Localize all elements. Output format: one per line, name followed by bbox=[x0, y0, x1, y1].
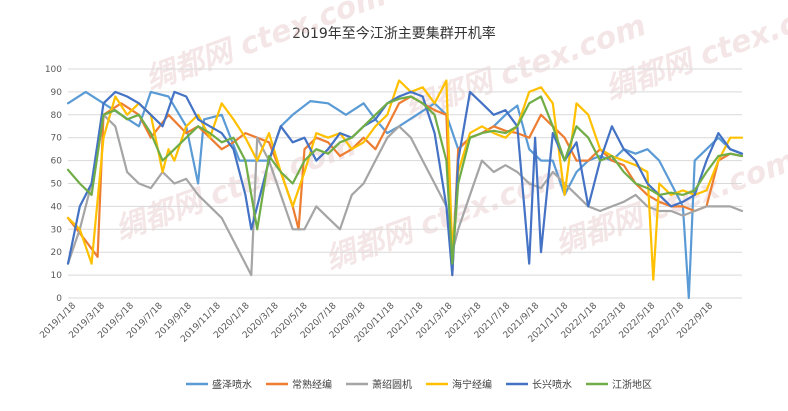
series-line bbox=[66, 90, 744, 277]
y-tick-label: 20 bbox=[51, 248, 63, 258]
legend: 盛泽喷水 常熟经编 萧绍圆机 海宁经编 长兴喷水 江浙地区 bbox=[186, 378, 652, 391]
y-tick-label: 80 bbox=[51, 111, 63, 121]
y-tick-label: 100 bbox=[45, 65, 62, 75]
y-tick-label: 50 bbox=[51, 180, 63, 190]
legend-label: 萧绍圆机 bbox=[372, 378, 412, 391]
y-tick-label: 30 bbox=[51, 225, 63, 235]
y-tick-label: 0 bbox=[56, 294, 62, 304]
y-tick-label: 70 bbox=[51, 134, 63, 144]
series-lines bbox=[66, 79, 744, 300]
y-tick-label: 40 bbox=[51, 202, 63, 212]
y-tick-label: 10 bbox=[51, 271, 63, 281]
y-tick-label: 60 bbox=[51, 157, 63, 167]
legend-label: 长兴喷水 bbox=[532, 379, 572, 391]
y-axis: 0 10 20 30 40 50 60 70 80 90 100 bbox=[45, 65, 62, 304]
series-line bbox=[66, 90, 744, 300]
series-line bbox=[66, 95, 744, 265]
series-line bbox=[66, 79, 744, 281]
chart-title: 2019年至今江浙主要集群开机率 bbox=[292, 25, 496, 42]
legend-label: 盛泽喷水 bbox=[212, 378, 252, 391]
legend-label: 常熟经编 bbox=[292, 378, 332, 391]
x-axis: 2019/1/182019/3/182019/5/182019/7/182019… bbox=[38, 301, 715, 345]
legend-label: 海宁经编 bbox=[452, 378, 492, 391]
series-line bbox=[66, 113, 744, 277]
y-tick-label: 90 bbox=[51, 88, 63, 98]
legend-label: 江浙地区 bbox=[612, 378, 652, 391]
watermark: 绸都网 ctex.com bbox=[141, 0, 391, 98]
gridlines bbox=[68, 68, 742, 299]
